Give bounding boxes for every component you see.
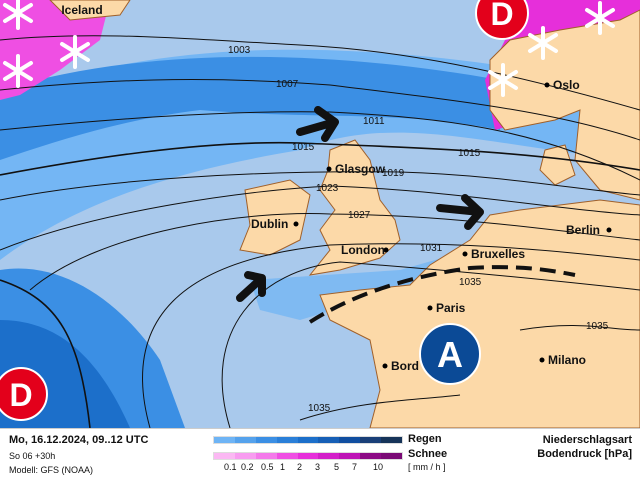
- isobar-label: 1003: [228, 45, 251, 56]
- scale-tick: 5: [334, 462, 340, 472]
- scale-tick: 0.2: [241, 462, 254, 472]
- forecast-date: Mo, 16.12.2024, 09..12 UTC: [9, 434, 149, 446]
- color-swatch: [276, 453, 298, 459]
- isobar-label: 1011: [363, 116, 385, 127]
- city-label: Oslo: [553, 78, 580, 92]
- city-label: Bruxelles: [471, 247, 525, 261]
- city-marker: [326, 166, 332, 172]
- city-marker: [382, 363, 388, 369]
- isobar-label: 1015: [458, 148, 481, 159]
- land-denmark: [539, 144, 576, 186]
- color-swatch: [297, 453, 319, 459]
- color-swatch: [339, 453, 361, 459]
- forecast-run: So 06 +30h: [9, 451, 56, 461]
- low-pressure-center: D: [475, 0, 529, 40]
- city-label: Bord: [391, 359, 419, 373]
- pressure-title: Bodendruck [hPa]: [537, 448, 632, 460]
- isobar-label: 1023: [316, 183, 339, 194]
- scale-tick: 3: [315, 462, 321, 472]
- color-swatch: [297, 437, 319, 443]
- snow-color-scale: [213, 452, 403, 460]
- legend: Mo, 16.12.2024, 09..12 UTC So 06 +30h Mo…: [0, 428, 640, 478]
- svg-text:A: A: [437, 334, 463, 375]
- land-scandinavia: [489, 9, 640, 201]
- high-pressure-center: A: [419, 323, 481, 385]
- scale-tick: 7: [352, 462, 358, 472]
- scale-tick: 1: [280, 462, 286, 472]
- isobar-label: 1035: [459, 277, 482, 288]
- isobar-label: 1035: [308, 403, 331, 414]
- scale-tick: 0.5: [261, 462, 274, 472]
- scale-tick: 10: [373, 462, 384, 472]
- weather-map: 1003 1007 1011 1015 1015 1019 1023 1027 …: [0, 0, 640, 428]
- city-marker: [462, 251, 468, 257]
- city-marker: [606, 227, 612, 233]
- color-swatch: [255, 453, 277, 459]
- rain-color-scale: [213, 436, 403, 444]
- city-marker: [293, 221, 299, 227]
- color-swatch: [381, 453, 403, 459]
- isobar-label: 1031: [420, 243, 443, 254]
- city-marker: [544, 82, 550, 88]
- unit-label: [ mm / h ]: [408, 462, 446, 472]
- scale-tick: 2: [297, 462, 303, 472]
- svg-text:D: D: [9, 377, 32, 413]
- color-swatch: [360, 437, 382, 443]
- isobar-label: 1007: [276, 79, 299, 90]
- city-label: Iceland: [61, 3, 102, 17]
- isobar-label: 1015: [292, 142, 315, 153]
- city-label: Berlin: [566, 223, 600, 237]
- precip-type-title: Niederschlagsart: [542, 434, 632, 446]
- city-marker: [539, 357, 545, 363]
- color-swatch: [318, 453, 340, 459]
- rain-area-heavy: [0, 56, 500, 161]
- warm-front-line: [308, 265, 576, 324]
- color-swatch: [276, 437, 298, 443]
- color-swatch: [234, 453, 256, 459]
- city-label: Dublin: [251, 217, 288, 231]
- isobars: [0, 35, 640, 428]
- model-name: Modell: GFS (NOAA): [9, 465, 94, 475]
- city-label: London: [341, 243, 385, 257]
- land-ireland: [239, 179, 311, 256]
- isobar-label: 1019: [382, 168, 405, 179]
- snowflake-icons: [3, 0, 615, 97]
- color-swatch: [318, 437, 340, 443]
- color-swatch: [255, 437, 277, 443]
- color-swatch: [339, 437, 361, 443]
- scale-tick: 0.1: [224, 462, 237, 472]
- color-swatch: [381, 437, 403, 443]
- svg-text:D: D: [490, 0, 513, 32]
- city-label: Milano: [548, 353, 586, 367]
- isobar-label: 1035: [586, 321, 609, 332]
- wind-arrow: [436, 194, 484, 230]
- city-label: Glasgow: [335, 162, 386, 176]
- rain-label: Regen: [408, 433, 442, 445]
- color-swatch: [214, 437, 235, 443]
- city-marker: [383, 247, 389, 253]
- wind-arrow: [236, 271, 266, 302]
- city-marker: [427, 305, 433, 311]
- color-swatch: [360, 453, 382, 459]
- low-pressure-center: D: [0, 367, 48, 421]
- color-swatch: [214, 453, 235, 459]
- wind-arrow: [296, 106, 339, 142]
- land-iceland: [49, 0, 131, 21]
- city-label: Paris: [436, 301, 466, 315]
- snow-label: Schnee: [408, 448, 448, 460]
- land-gb: [308, 139, 401, 276]
- isobar-label: 1027: [348, 210, 371, 221]
- color-swatch: [234, 437, 256, 443]
